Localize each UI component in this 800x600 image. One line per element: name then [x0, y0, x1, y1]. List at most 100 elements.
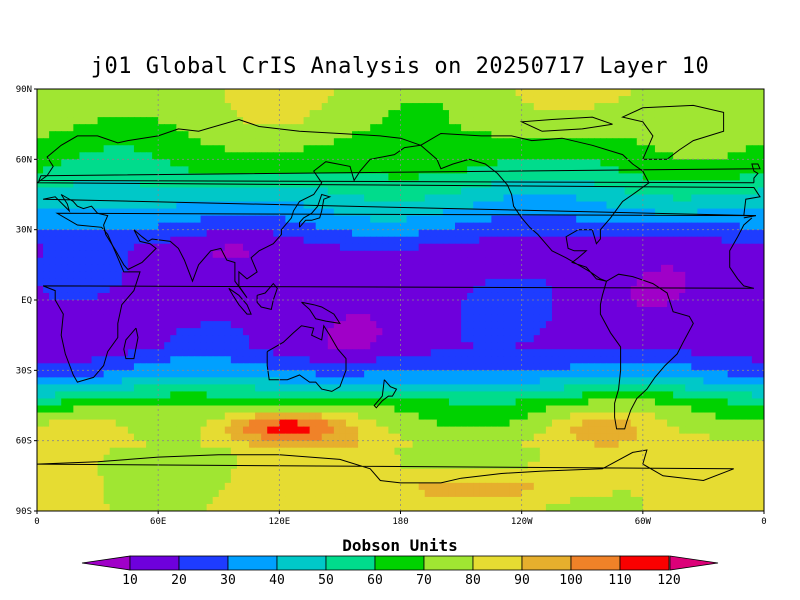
field-cell: [612, 300, 620, 308]
field-cell: [182, 138, 190, 146]
field-cell: [576, 257, 583, 266]
field-cell: [261, 222, 268, 231]
field-cell: [679, 124, 686, 132]
field-cell: [85, 250, 93, 259]
field-cell: [158, 159, 165, 167]
field-cell: [618, 201, 626, 210]
field-cell: [67, 229, 74, 238]
field-cell: [503, 222, 511, 231]
field-cell: [751, 342, 759, 350]
field-cell: [654, 222, 662, 231]
field-cell: [273, 307, 280, 315]
field-cell: [521, 124, 529, 132]
field-cell: [79, 314, 87, 322]
field-cell: [388, 271, 396, 280]
field-cell: [273, 335, 280, 343]
field-cell: [636, 257, 644, 266]
field-cell: [636, 180, 644, 189]
field-cell: [703, 335, 711, 343]
field-cell: [85, 314, 93, 322]
field-cell: [594, 131, 602, 139]
field-cell: [212, 124, 220, 132]
field-cell: [485, 131, 492, 139]
field-cell: [751, 131, 759, 139]
field-cell: [103, 356, 111, 364]
field-cell: [424, 321, 432, 329]
field-cell: [479, 250, 486, 259]
field-cell: [624, 278, 632, 287]
field-cell: [67, 250, 74, 259]
field-cell: [455, 370, 462, 378]
field-cell: [139, 349, 147, 357]
field-cell: [721, 180, 729, 189]
field-cell: [315, 229, 323, 238]
field-cell: [721, 201, 729, 210]
field-cell: [273, 166, 280, 174]
field-cell: [539, 180, 547, 189]
field-cell: [394, 208, 402, 217]
field-cell: [127, 370, 135, 378]
field-cell: [339, 342, 347, 350]
field-cell: [188, 131, 196, 139]
field-cell: [255, 285, 262, 294]
field-cell: [115, 300, 123, 308]
field-cell: [285, 117, 293, 125]
field-cell: [497, 131, 505, 139]
field-cell: [430, 349, 438, 357]
field-cell: [582, 300, 589, 308]
field-cell: [533, 307, 541, 315]
field-cell: [654, 215, 662, 224]
field-cell: [618, 300, 626, 308]
field-cell: [49, 145, 56, 153]
field-cell: [127, 314, 135, 322]
field-cell: [103, 377, 111, 385]
field-cell: [188, 222, 196, 231]
field-cell: [376, 328, 383, 336]
field-cell: [703, 166, 711, 174]
field-cell: [85, 159, 93, 167]
field-cell: [43, 138, 50, 146]
field-cell: [164, 278, 171, 287]
field-cell: [133, 180, 141, 189]
field-cell: [285, 328, 293, 336]
field-cell: [539, 89, 547, 97]
field-cell: [503, 152, 511, 160]
field-cell: [394, 138, 402, 146]
field-cell: [564, 349, 571, 357]
field-cell: [697, 166, 705, 174]
field-cell: [733, 321, 741, 329]
field-cell: [224, 328, 232, 336]
field-cell: [648, 335, 656, 343]
field-cell: [564, 257, 571, 266]
field-cell: [430, 236, 438, 245]
field-cell: [103, 201, 111, 210]
field-cell: [709, 152, 717, 160]
field-cell: [539, 145, 547, 153]
field-cell: [739, 342, 747, 350]
field-cell: [757, 131, 764, 139]
field-cell: [406, 321, 414, 329]
field-cell: [436, 145, 444, 153]
field-cell: [709, 208, 717, 217]
field-cell: [661, 124, 668, 132]
field-cell: [455, 271, 462, 280]
field-cell: [188, 271, 196, 280]
field-cell: [697, 194, 705, 203]
field-cell: [194, 215, 202, 224]
field-cell: [612, 173, 620, 182]
field-cell: [267, 300, 274, 308]
field-cell: [745, 236, 753, 245]
field-cell: [85, 208, 93, 217]
field-cell: [218, 292, 226, 301]
field-cell: [339, 328, 347, 336]
field-cell: [85, 96, 93, 104]
field-cell: [61, 236, 68, 245]
field-cell: [182, 285, 190, 294]
field-cell: [382, 131, 389, 139]
field-cell: [358, 250, 365, 259]
field-cell: [491, 285, 499, 294]
field-cell: [249, 215, 256, 224]
field-cell: [648, 292, 656, 301]
field-cell: [703, 349, 711, 357]
field-cell: [212, 300, 220, 308]
